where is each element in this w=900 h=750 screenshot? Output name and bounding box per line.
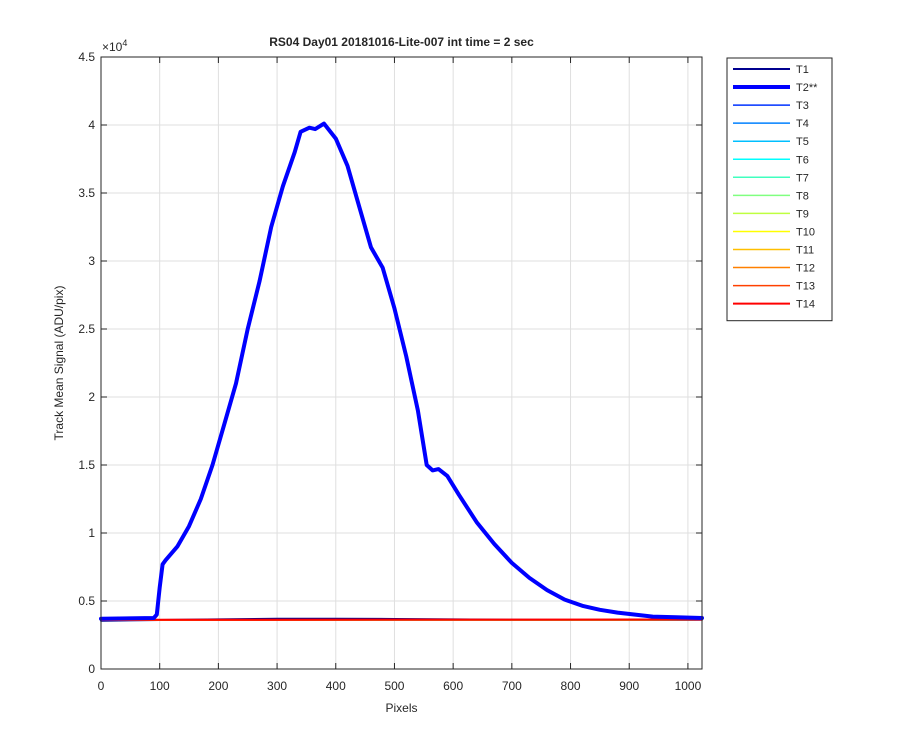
legend-label: T10 bbox=[796, 226, 815, 238]
legend: T1 T2** T3 T4 T5 T6 T7 T8 T9 T10 T11 T12 T13 T14 bbox=[726, 57, 833, 322]
y-axis-exponent-power: 4 bbox=[122, 38, 127, 48]
y-tick-label: 1 bbox=[88, 526, 95, 540]
legend-label: T3 bbox=[796, 100, 809, 112]
legend-label: T12 bbox=[796, 263, 815, 275]
y-tick-label: 4 bbox=[88, 118, 95, 132]
y-tick-label: 2 bbox=[88, 390, 95, 404]
x-tick-label: 400 bbox=[326, 679, 346, 693]
legend-label: T5 bbox=[796, 136, 809, 148]
plot-frame bbox=[100, 56, 703, 670]
x-tick-label: 300 bbox=[267, 679, 287, 693]
y-tick-label: 0.5 bbox=[78, 594, 95, 608]
legend-label: T7 bbox=[796, 172, 809, 184]
y-tick-label: 0 bbox=[88, 662, 95, 676]
x-tick-label: 700 bbox=[502, 679, 522, 693]
x-tick-label: 1000 bbox=[675, 679, 702, 693]
y-tick-label: 2.5 bbox=[78, 322, 95, 336]
plot-area bbox=[101, 57, 702, 669]
x-tick-label: 100 bbox=[150, 679, 170, 693]
x-tick-label: 800 bbox=[561, 679, 581, 693]
x-tick-label: 900 bbox=[619, 679, 639, 693]
legend-label: T4 bbox=[796, 118, 809, 130]
legend-label: T14 bbox=[796, 299, 815, 311]
x-axis-label: Pixels bbox=[385, 701, 417, 715]
x-tick-label: 0 bbox=[98, 679, 105, 693]
x-tick-label: 600 bbox=[443, 679, 463, 693]
y-tick-label: 3 bbox=[88, 254, 95, 268]
x-tick-label: 200 bbox=[208, 679, 228, 693]
y-tick-label: 3.5 bbox=[78, 186, 95, 200]
legend-label: T1 bbox=[796, 64, 809, 76]
series-line-t2 bbox=[99, 121, 704, 621]
series-lines bbox=[99, 121, 704, 622]
legend-label: T13 bbox=[796, 281, 815, 293]
legend-label: T9 bbox=[796, 208, 809, 220]
legend-label: T2** bbox=[796, 82, 818, 94]
y-axis-exponent-base: ×10 bbox=[102, 40, 123, 54]
y-tick-label: 1.5 bbox=[78, 458, 95, 472]
x-tick-label: 500 bbox=[384, 679, 404, 693]
chart-title: RS04 Day01 20181016-Lite-007 int time = … bbox=[269, 35, 534, 49]
legend-label: T8 bbox=[796, 190, 809, 202]
y-axis-exponent: ×104 bbox=[102, 38, 127, 54]
y-tick-label: 4.5 bbox=[78, 50, 95, 64]
legend-box bbox=[726, 57, 833, 322]
legend-label: T11 bbox=[796, 245, 814, 257]
grid-lines bbox=[100, 56, 702, 670]
y-axis-label: Track Mean Signal (ADU/pix) bbox=[52, 286, 66, 441]
legend-label: T6 bbox=[796, 154, 809, 166]
axis-ticks: 0 100 200 300 400 500 600 700 800 900 1000 0 0.5 1 1.5… bbox=[78, 50, 702, 693]
